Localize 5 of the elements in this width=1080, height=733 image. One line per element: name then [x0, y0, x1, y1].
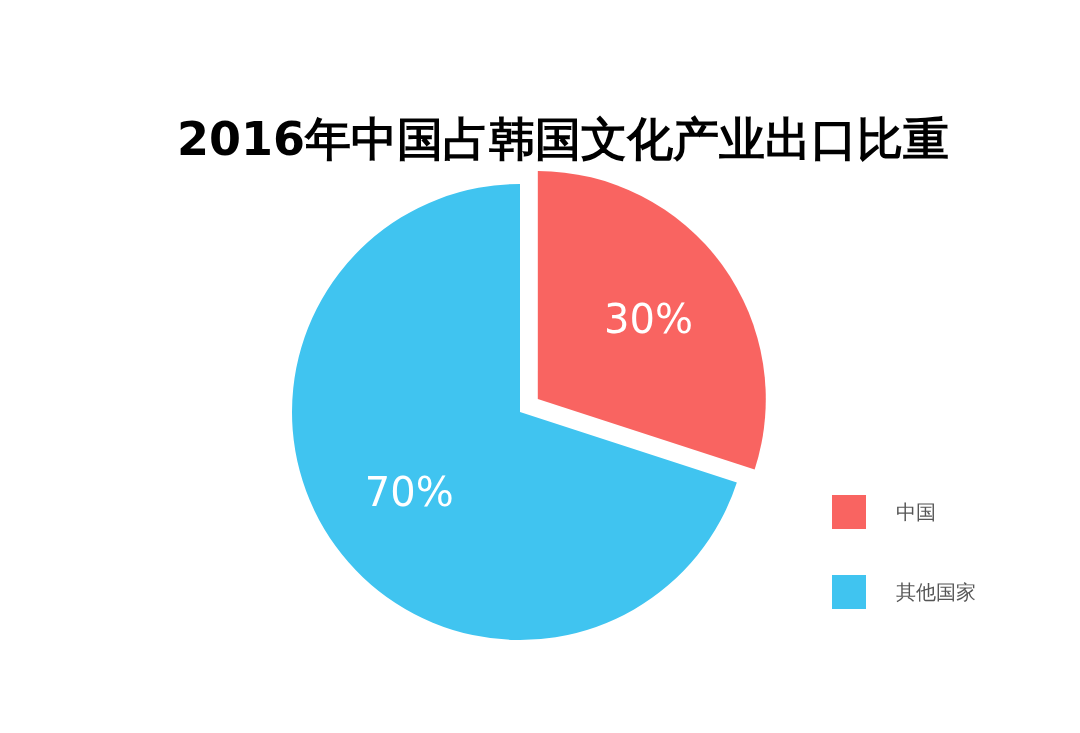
- legend-label: 其他国家: [896, 580, 976, 604]
- data-label: 70%: [364, 469, 454, 516]
- data-label: 30%: [604, 295, 693, 342]
- chart-title: 2016年中国占韩国文化产业出口比重: [176, 112, 950, 166]
- legend-label: 中国: [896, 500, 936, 524]
